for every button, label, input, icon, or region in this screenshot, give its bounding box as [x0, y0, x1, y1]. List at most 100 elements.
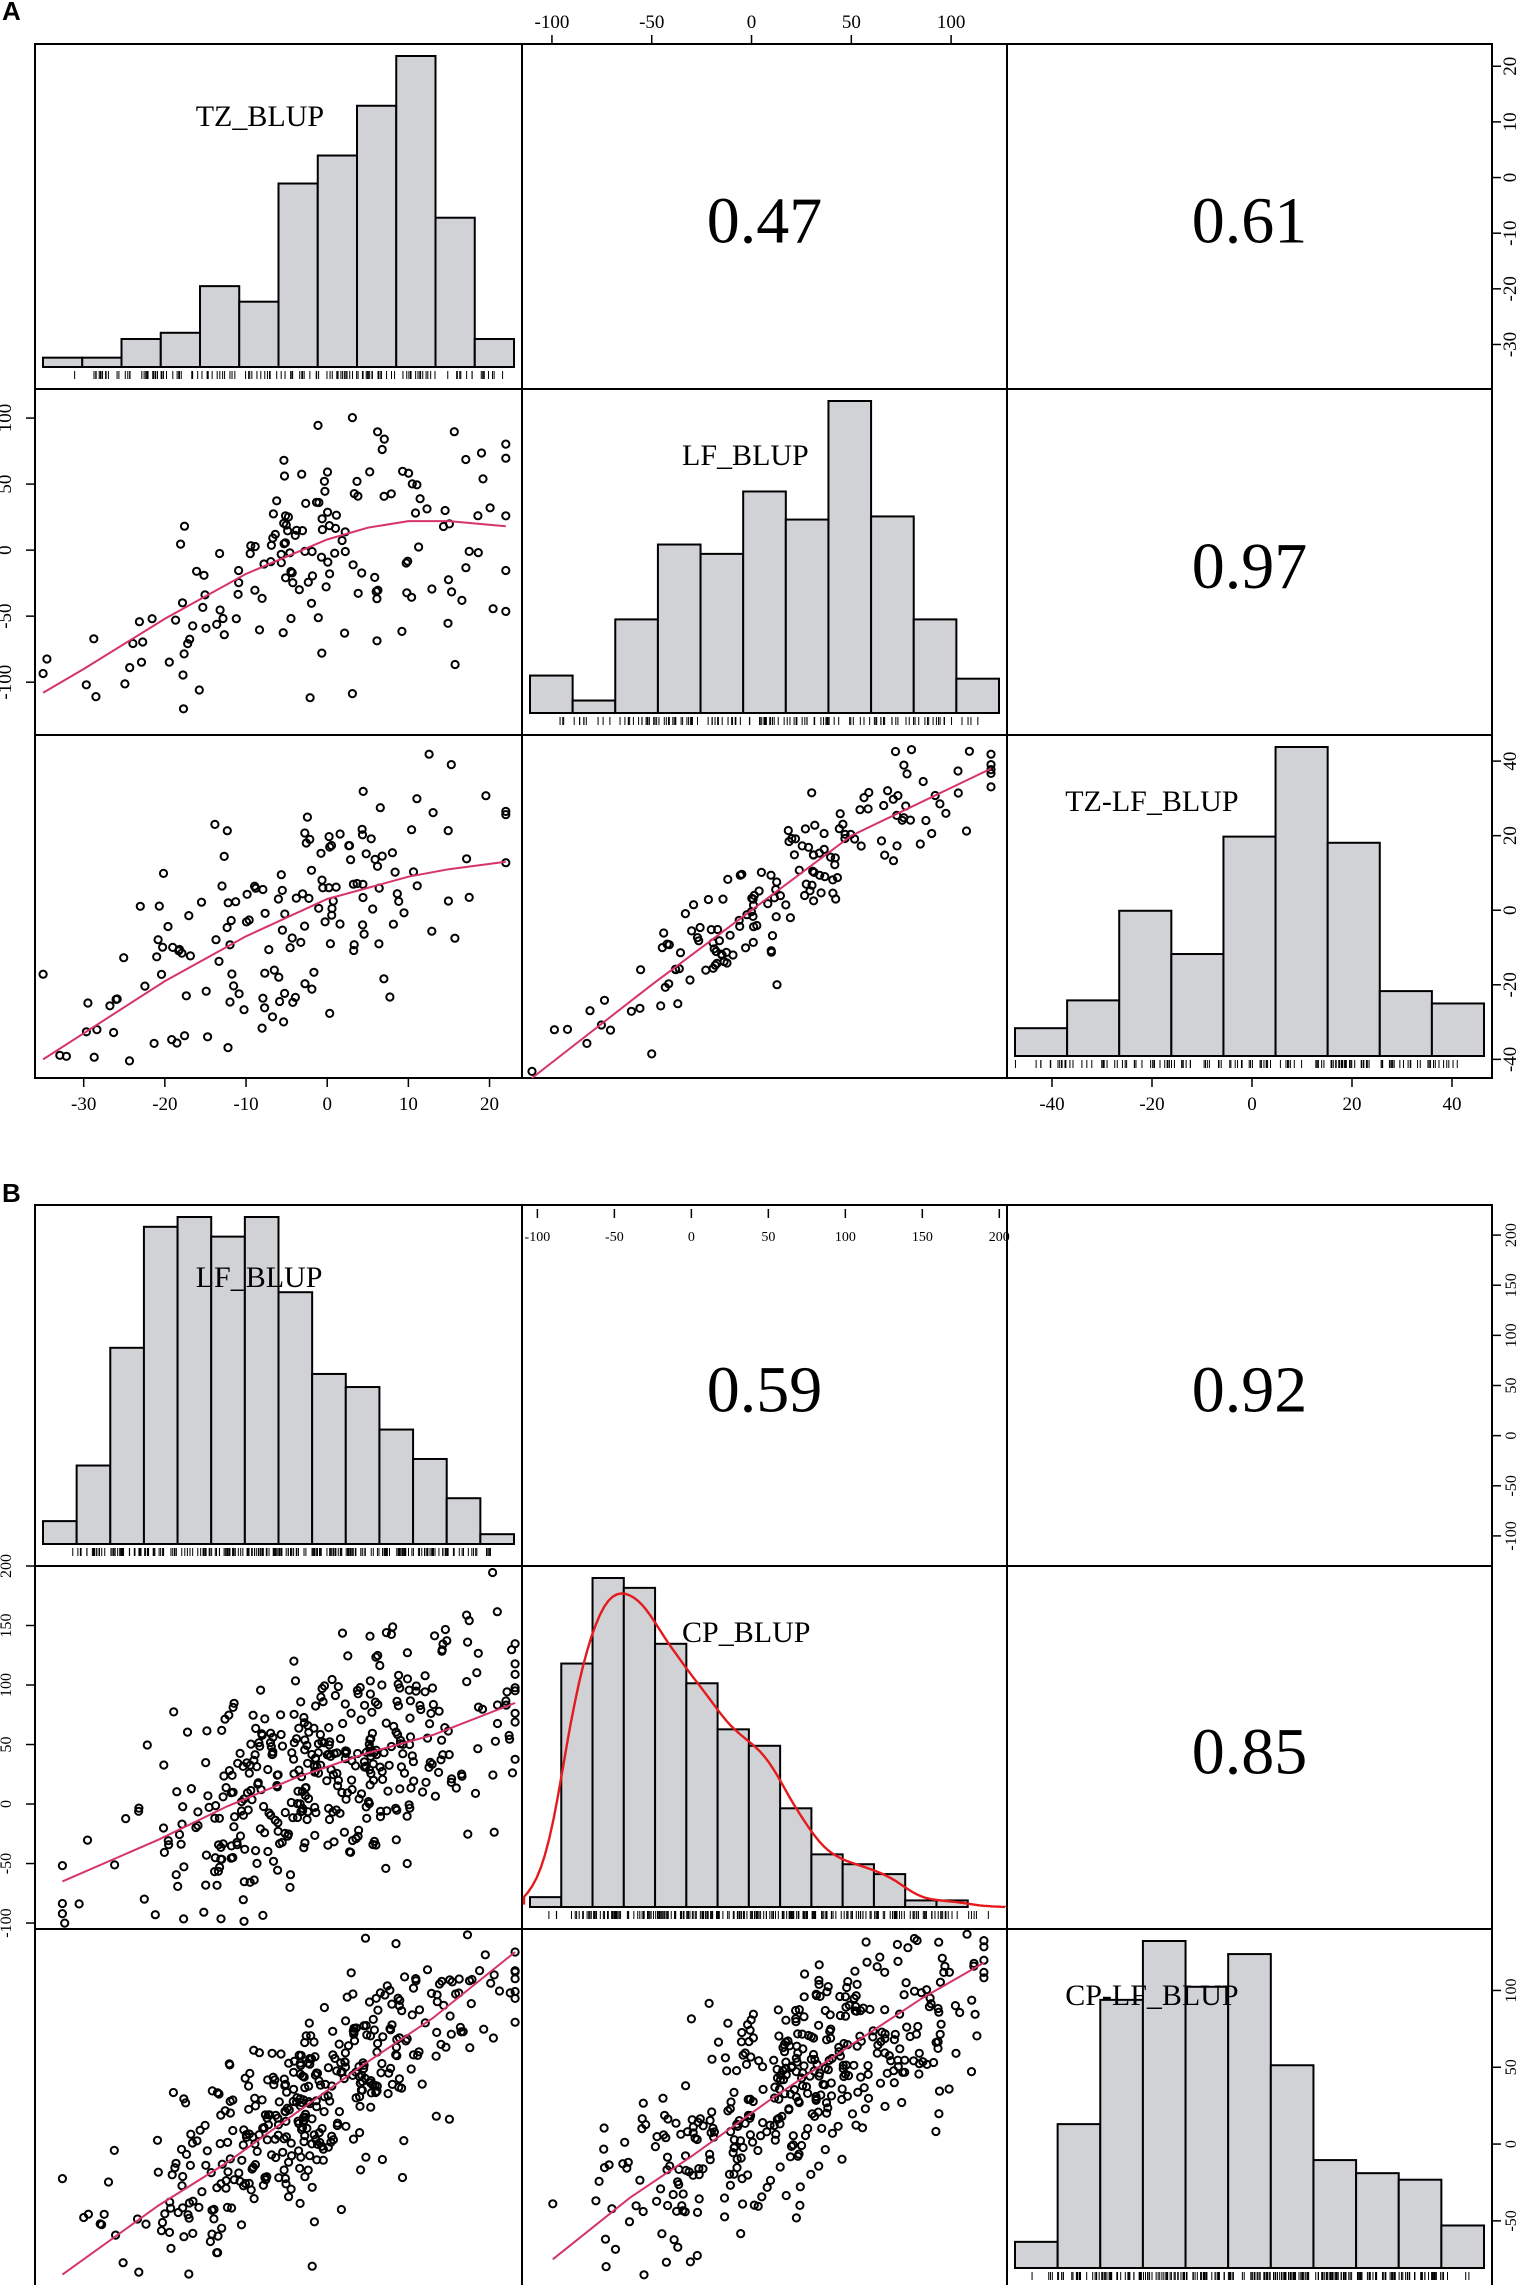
panel-b-scatter-point: [638, 2206, 648, 2217]
panel-b-scatter-point: [223, 2137, 233, 2147]
panel-b-scatter-point: [394, 2074, 404, 2084]
panel-a-scatter-point: [863, 804, 873, 814]
panel-b-scatter-point: [944, 1967, 955, 1977]
panel-b-scatter-point: [341, 1748, 351, 1759]
panel-a-scatter-point: [828, 888, 838, 898]
panel-a-scatter-point: [285, 943, 295, 953]
panel-a-scatter-point: [964, 746, 975, 756]
panel-b-scatter-point: [934, 2109, 944, 2119]
panel-a-scatter-point: [457, 595, 467, 606]
panel-a-scatter-point: [279, 518, 289, 528]
panel-b-scatter-point: [388, 1622, 398, 1632]
panel-b-scatter-point: [304, 2018, 314, 2028]
panel-b-scatter-point: [810, 2054, 820, 2065]
panel-b-scatter-point: [263, 1764, 273, 1775]
panel-b-scatter-point: [226, 1788, 236, 1798]
panel-b-scatter-point: [268, 1747, 278, 1757]
panel-b-scatter-point: [933, 2043, 943, 2053]
panel-a-scatter-point: [297, 526, 308, 536]
panel-b-scatter-point: [168, 2087, 178, 2098]
panel-a-scatter-point: [319, 476, 329, 486]
panel-b-scatter-point: [872, 2048, 882, 2058]
panel-b-scatter-point: [430, 1791, 440, 1801]
panel-a-scatter-point: [306, 598, 317, 608]
panel-a-scatter-point: [819, 844, 829, 855]
panel-b-scatter-point: [686, 2014, 697, 2024]
panel-a-scatter-point: [223, 1043, 233, 1053]
panel-b-scatter-point: [772, 2073, 783, 2083]
panel-b-scatter-point: [356, 2165, 366, 2175]
panel-a-scatter-point: [717, 950, 727, 960]
panel-b-scatter-point: [900, 2055, 910, 2065]
panel-a-scatter-point: [605, 1025, 616, 1035]
panel-a-scatter-point: [501, 565, 511, 576]
panel-b-scatter-point: [259, 2122, 269, 2133]
panel-a-scatter-point: [549, 1025, 560, 1035]
panel-b-scatter-point: [277, 1741, 288, 1751]
panel-b-scatter-point: [289, 1754, 299, 1764]
panel-a-scatter-point: [283, 512, 293, 522]
panel-b-scatter-point: [273, 2113, 283, 2123]
panel-b-scatter-point: [371, 1840, 381, 1850]
panel-a-scatter-point: [288, 578, 298, 588]
panel-b-scatter-point: [255, 1741, 265, 1751]
panel-b-scatter-point: [330, 2053, 340, 2063]
panel-b-scatter-point: [814, 2161, 824, 2171]
panel-b-scatter-point: [381, 1628, 391, 1638]
panel-a-axis-left-1-tick-label: 50: [0, 475, 16, 494]
panel-a-scatter-point: [198, 602, 208, 613]
panel-b-scatter-point: [238, 1810, 248, 1820]
panel-b-scatter-point: [895, 2009, 905, 2019]
panel-b-scatter-point: [319, 2107, 329, 2117]
panel-a-scatter-point: [800, 824, 811, 834]
panel-a-scatter-point: [864, 787, 874, 798]
panel-b-scatter-point: [217, 1725, 227, 1736]
panel-b-scatter-point: [297, 2122, 308, 2133]
panel-b-scatter-point: [268, 1732, 278, 1742]
panel-a-scatter-point: [250, 585, 260, 595]
panel-b-scatter-point: [307, 2139, 317, 2149]
panel-b-scatter-point: [404, 1800, 414, 1810]
panel-a-scatter-point: [748, 937, 758, 948]
panel-a-scatter-point: [805, 886, 815, 896]
panel-b-scatter-point: [935, 2029, 945, 2039]
panel-b-scatter-point: [179, 1862, 189, 1872]
panel-a-var-label-1: LF_BLUP: [682, 439, 809, 472]
panel-b-scatter-point: [786, 2141, 797, 2151]
panel-a-scatter-point: [222, 826, 232, 836]
panel-b-scatter-point: [937, 1953, 947, 1963]
panel-a-scatter-point: [320, 486, 330, 496]
panel-a-hist-bar: [1014, 1027, 1069, 1057]
panel-a-scatter-point: [582, 1038, 592, 1049]
panel-b-scatter-point: [728, 2148, 738, 2158]
panel-a-scatter-point: [725, 930, 735, 940]
panel-b-axis-right-2-tick-label: 0: [1503, 2140, 1520, 2148]
panel-b-scatter-point: [201, 1880, 211, 1890]
panel-a-scatter-point: [352, 476, 362, 486]
panel-b-scatter-point: [265, 2110, 275, 2120]
panel-b-scatter-point: [934, 2086, 945, 2096]
panel-b-hist-bar: [412, 1457, 448, 1545]
panel-b-scatter-point: [333, 1775, 343, 1786]
panel-b-scatter-point: [826, 2078, 836, 2088]
panel-b-axis-left-1-tick-label: 200: [0, 1554, 15, 1578]
panel-a-scatter-point: [337, 535, 347, 546]
panel-b-scatter-point: [504, 1730, 514, 1741]
panel-a-axis-bottom-2-tick-label: 40: [1443, 1094, 1462, 1115]
panel-b-scatter-point: [464, 1616, 474, 1626]
panel-a-scatter-point: [783, 825, 793, 836]
panel-a-scatter-point: [140, 981, 150, 991]
panel-a-scatter-point: [326, 840, 337, 851]
panel-a-scatter-point: [986, 760, 996, 770]
panel-a-scatter-point: [986, 782, 996, 792]
panel-a-scatter-point: [183, 639, 193, 649]
panel-b-scatter-point: [159, 1847, 169, 1858]
panel-b-scatter-point: [99, 2209, 109, 2219]
panel-a-axis-top-1-tick-label: 100: [937, 12, 966, 33]
panel-b-scatter-point: [176, 1839, 186, 1849]
panel-b-scatter-point: [74, 1899, 84, 1909]
panel-b-scatter-point: [769, 2093, 780, 2103]
panel-b-hist-bar: [1269, 2064, 1315, 2270]
panel-a-scatter-point: [501, 511, 511, 521]
panel-b-scatter-point: [349, 2027, 359, 2038]
